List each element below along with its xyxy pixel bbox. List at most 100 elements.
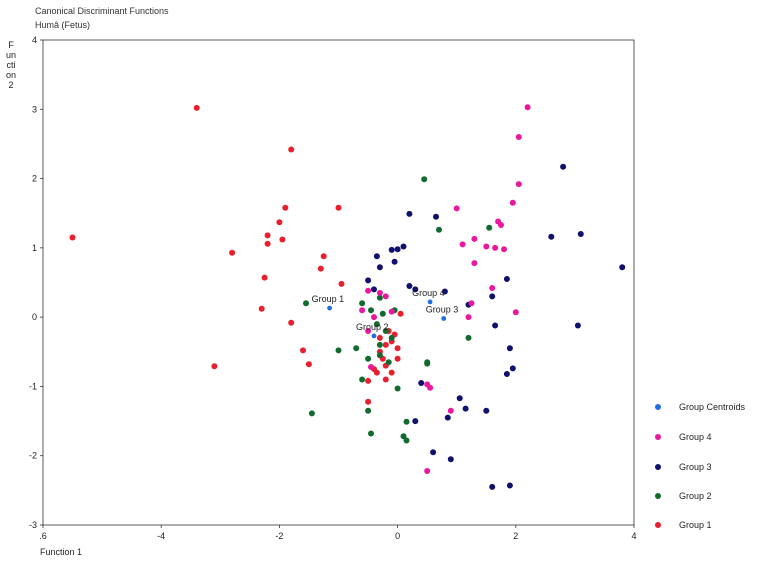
centroid-label: Group 2 — [356, 322, 389, 332]
point-group-2 — [379, 310, 386, 317]
centroid-label: Group 3 — [426, 305, 459, 315]
point-group-4 — [492, 244, 499, 251]
point-group-1 — [397, 310, 404, 317]
point-group-centroids — [371, 333, 377, 339]
point-group-3 — [394, 246, 401, 253]
y-tick-label: 4 — [32, 35, 37, 45]
point-group-4 — [498, 222, 504, 228]
data-points — [69, 104, 626, 490]
point-group-4 — [501, 246, 507, 253]
legend-label: Group 3 — [679, 462, 712, 472]
y-tick-label: -3 — [29, 520, 37, 530]
point-group-1 — [300, 347, 306, 354]
point-group-3 — [373, 253, 380, 260]
point-group-4 — [382, 293, 389, 300]
point-group-2 — [421, 176, 428, 183]
point-group-3 — [489, 293, 496, 300]
point-group-1 — [382, 376, 389, 383]
point-group-3 — [412, 418, 419, 425]
point-group-3 — [574, 322, 581, 329]
centroid-labels: Group 1 Group 2 Group 3 Group 4 — [312, 288, 459, 332]
point-group-3 — [447, 456, 454, 463]
point-group-1 — [335, 204, 342, 211]
point-group-2 — [465, 334, 472, 341]
y-axis-label: Function 2 — [6, 40, 17, 90]
point-group-1 — [388, 369, 395, 376]
point-group-2 — [365, 407, 372, 414]
point-group-2 — [388, 334, 395, 341]
x-tick-label: 4 — [631, 531, 636, 541]
point-group-3 — [489, 483, 496, 490]
legend-label: Group 4 — [679, 432, 712, 442]
point-group-2 — [368, 430, 374, 437]
point-group-3 — [412, 286, 419, 293]
point-group-2 — [403, 437, 410, 444]
point-group-1 — [69, 234, 76, 241]
point-group-2 — [436, 226, 442, 233]
point-group-2 — [359, 300, 366, 307]
point-group-1 — [305, 361, 312, 368]
point-group-3 — [456, 395, 463, 402]
point-group-4 — [365, 287, 372, 294]
legend-label: Group 1 — [679, 520, 712, 530]
point-group-1 — [279, 236, 286, 243]
point-group-2 — [385, 359, 392, 366]
y-tick-label: 3 — [32, 104, 37, 114]
point-group-2 — [400, 433, 407, 440]
point-group-2 — [335, 347, 342, 354]
point-group-4 — [471, 260, 478, 267]
point-group-2 — [376, 294, 383, 301]
centroid-label: Group 1 — [312, 294, 345, 304]
point-group-4 — [376, 289, 383, 296]
point-group-1 — [264, 232, 271, 239]
point-group-4 — [371, 314, 377, 321]
point-group-3 — [418, 380, 425, 386]
point-group-1 — [229, 249, 236, 256]
chart-title: Canonical Discriminant Functions — [35, 6, 169, 16]
point-group-2 — [303, 300, 309, 307]
point-group-4 — [365, 328, 372, 334]
x-tick-label: 0 — [395, 531, 400, 541]
legend-label: Group Centroids — [679, 402, 746, 412]
point-group-1 — [276, 219, 283, 226]
point-group-4 — [515, 181, 522, 188]
point-group-4 — [427, 384, 434, 391]
point-group-2 — [368, 307, 374, 314]
point-group-4 — [512, 309, 519, 316]
point-group-2 — [359, 376, 366, 383]
point-group-3 — [430, 449, 437, 456]
point-group-1 — [320, 253, 327, 260]
legend-marker-group-4 — [655, 434, 661, 440]
point-group-2 — [308, 410, 315, 417]
point-group-2 — [486, 224, 493, 231]
point-group-4 — [388, 308, 395, 315]
point-group-3 — [503, 276, 510, 282]
y-tick-label: -2 — [29, 451, 37, 461]
point-group-centroids — [441, 316, 447, 321]
x-tick-label: -2 — [275, 531, 283, 541]
legend-marker-group-3 — [655, 464, 661, 470]
point-group-3 — [503, 371, 510, 377]
x-tick-label: 2 — [513, 531, 518, 541]
point-group-4 — [465, 314, 472, 321]
point-group-4 — [359, 307, 366, 314]
point-group-2 — [403, 418, 410, 425]
point-group-3 — [619, 264, 626, 271]
legend-marker-group-1 — [655, 522, 661, 528]
point-group-3 — [506, 345, 513, 352]
point-group-4 — [489, 285, 496, 291]
legend-label: Group 2 — [679, 491, 712, 501]
x-tick-label: .6 — [39, 531, 47, 541]
point-group-3 — [509, 365, 516, 372]
point-group-3 — [400, 243, 407, 250]
point-group-1 — [376, 334, 383, 341]
point-group-2 — [365, 355, 372, 362]
point-group-2 — [376, 352, 383, 359]
point-group-1 — [338, 280, 345, 287]
point-group-2 — [353, 345, 360, 352]
point-group-3 — [365, 277, 372, 284]
y-tick-label: 2 — [32, 174, 37, 184]
point-group-1 — [264, 240, 271, 247]
legend-marker-group-2 — [655, 493, 661, 499]
point-group-4 — [368, 364, 374, 370]
